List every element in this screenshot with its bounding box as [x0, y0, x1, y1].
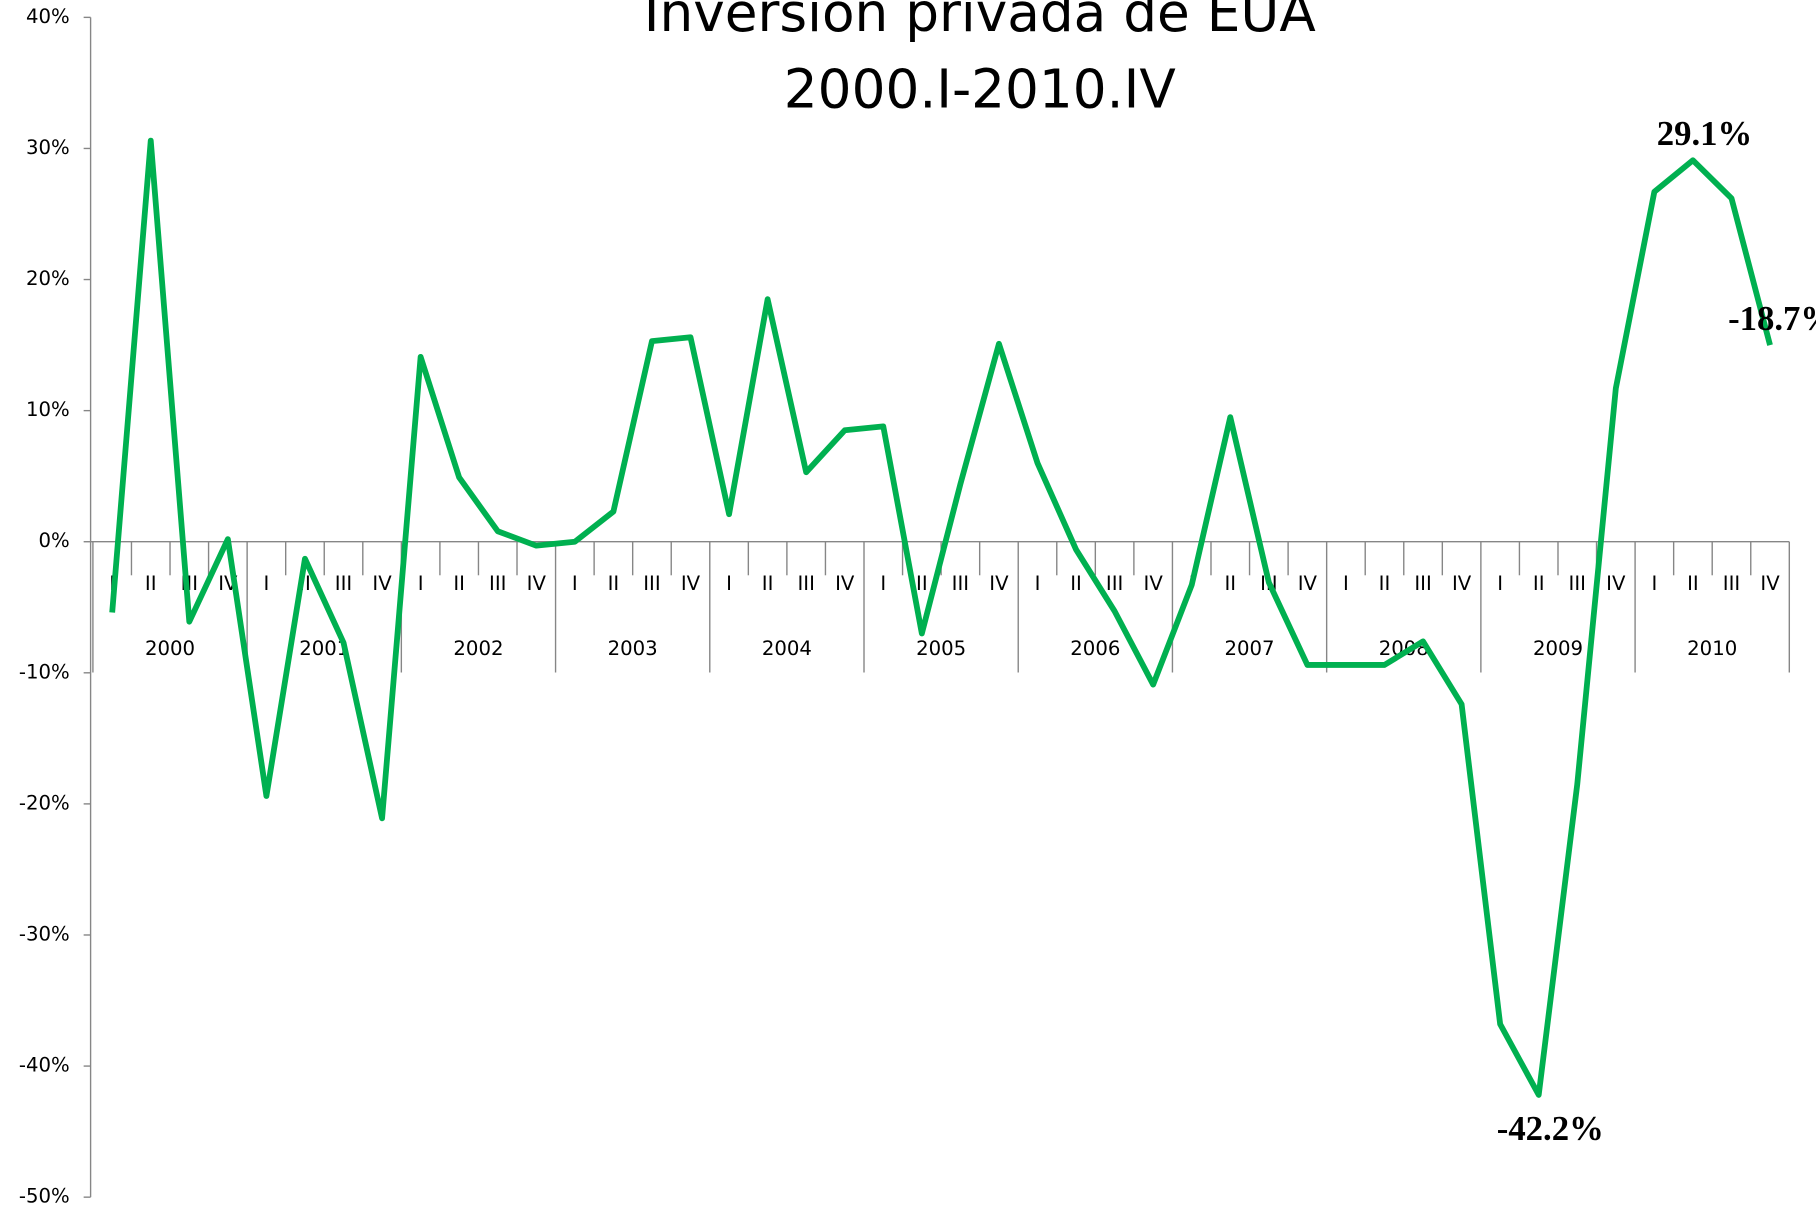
x-tick-label: III [1106, 572, 1123, 595]
x-tick-label: IV [372, 572, 392, 595]
x-tick-label: II [1687, 572, 1699, 595]
x-tick-label: I [1035, 572, 1041, 595]
x-tick-label: IV [1298, 572, 1318, 595]
x-tick-label: II [762, 572, 774, 595]
y-tick-label: 20% [26, 267, 70, 290]
year-label: 2006 [1070, 637, 1120, 660]
y-tick-label: -10% [19, 660, 70, 683]
x-tick-label: III [1414, 572, 1431, 595]
x-tick-label: II [1070, 572, 1082, 595]
y-tick-label: -30% [19, 922, 70, 945]
x-tick-label: IV [1760, 572, 1780, 595]
year-label: 2003 [608, 637, 658, 660]
year-label: 2007 [1225, 637, 1275, 660]
x-tick-label: III [1723, 572, 1740, 595]
x-tick-label: I [572, 572, 578, 595]
x-tick-label: IV [989, 572, 1009, 595]
year-label: 2009 [1533, 637, 1583, 660]
data-line [109, 137, 1773, 1098]
x-tick-label: IV [1452, 572, 1472, 595]
x-tick-label: IV [1606, 572, 1626, 595]
x-tick-label: III [489, 572, 506, 595]
data-label: -42.2% [1497, 1109, 1604, 1148]
x-tick-label: IV [835, 572, 855, 595]
x-tick-label: I [264, 572, 270, 595]
x-tick-label: I [418, 572, 424, 595]
x-tick-label: II [1533, 572, 1545, 595]
x-tick-label: II [916, 572, 928, 595]
year-label: 2001 [299, 637, 349, 660]
x-tick-label: I [726, 572, 732, 595]
chart-title: Inversión privada de EUA [644, 0, 1316, 44]
y-tick-label: -40% [19, 1054, 70, 1077]
y-tick-label: -50% [19, 1185, 70, 1208]
x-tick-label: III [643, 572, 660, 595]
year-label: 2002 [453, 637, 503, 660]
x-tick-label: III [1569, 572, 1586, 595]
x-tick-label: I [1497, 572, 1503, 595]
y-tick-label: 40% [26, 5, 70, 28]
x-tick-label: I [1651, 572, 1657, 595]
x-tick-label: IV [681, 572, 701, 595]
x-tick-label: II [1379, 572, 1391, 595]
x-tick-label: IV [527, 572, 547, 595]
data-label: 29.1% [1657, 114, 1752, 153]
y-tick-label: 10% [26, 398, 70, 421]
y-tick-label: 30% [26, 136, 70, 159]
data-label: -18.7% [1728, 299, 1816, 338]
x-tick-label: III [952, 572, 969, 595]
x-tick-label: II [1224, 572, 1236, 595]
x-tick-label: II [299, 572, 311, 595]
x-tick-label: III [797, 572, 814, 595]
year-label: 2004 [762, 637, 812, 660]
x-tick-label: III [335, 572, 352, 595]
year-label: 2000 [145, 637, 195, 660]
year-label: 2005 [916, 637, 966, 660]
x-tick-label: I [880, 572, 886, 595]
chart-subtitle: 2000.I-2010.IV [784, 58, 1176, 120]
year-label: 2010 [1687, 637, 1737, 660]
x-tick-label: IV [1144, 572, 1164, 595]
x-tick-label: II [608, 572, 620, 595]
x-tick-label: I [1343, 572, 1349, 595]
y-tick-label: -20% [19, 791, 70, 814]
x-tick-label: II [453, 572, 465, 595]
y-tick-label: 0% [39, 529, 70, 552]
x-tick-label: II [145, 572, 157, 595]
